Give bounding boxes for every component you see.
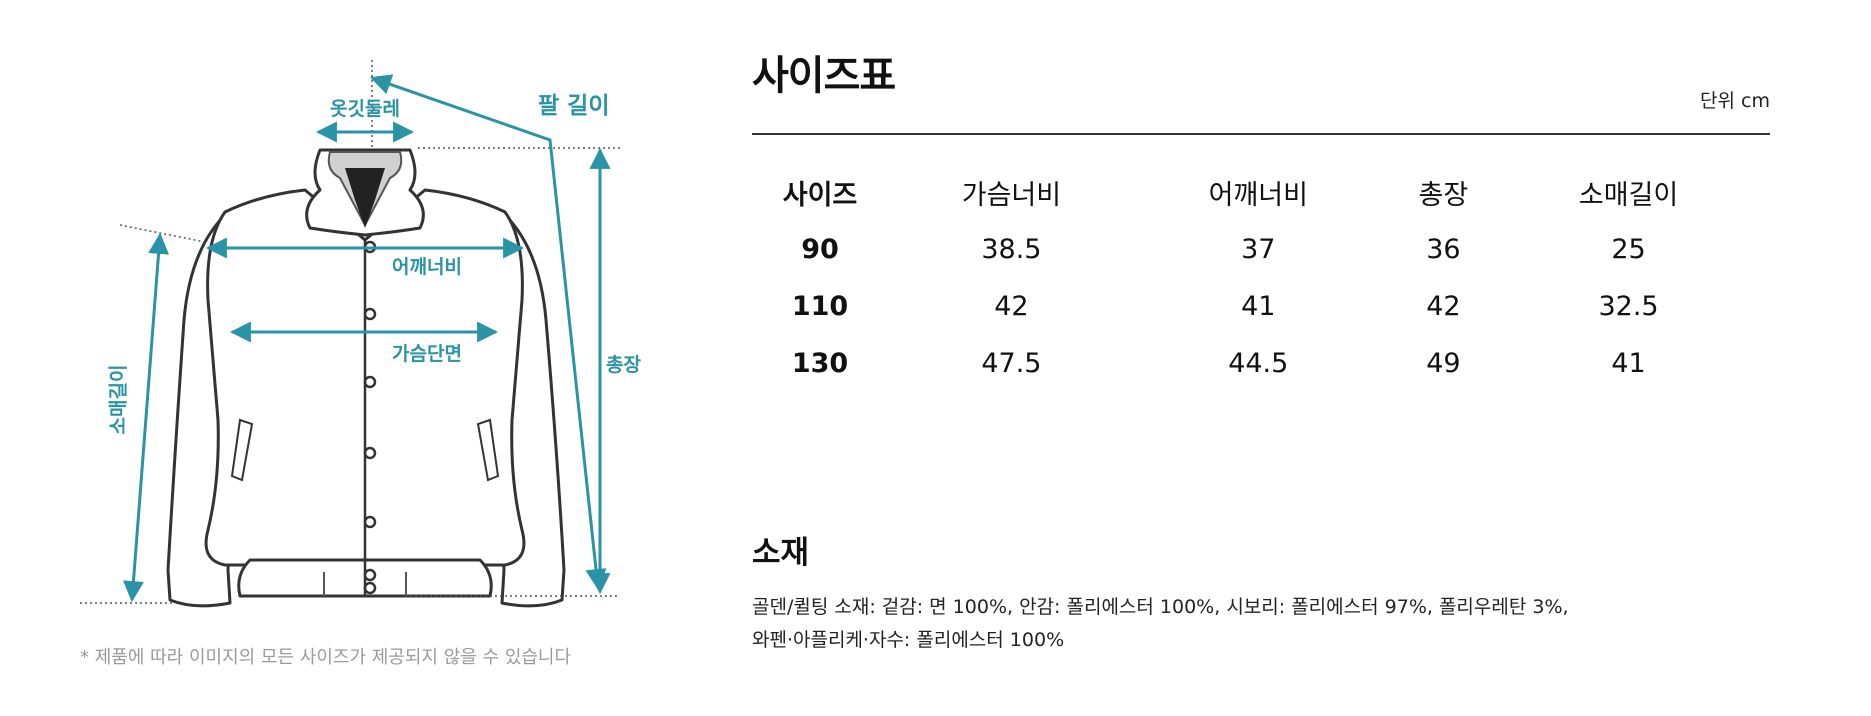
label-sleeve-length: 소매길이	[107, 364, 130, 435]
cell-total-length: 49	[1426, 348, 1461, 379]
table-header-row: 사이즈 가슴너비 어깨너비 총장 소매길이	[752, 164, 1752, 221]
cell-size: 90	[801, 234, 839, 265]
material-text: 골덴/퀼팅 소재: 겉감: 면 100%, 안감: 폴리에스터 100%, 시보…	[752, 596, 1569, 651]
table-row: 130 47.5 44.5 49 41	[752, 335, 1752, 392]
label-total-length: 총장	[606, 354, 641, 376]
jacket-illustration	[80, 60, 620, 608]
size-table: 사이즈 가슴너비 어깨너비 총장 소매길이 90 38.5 37 36 25 1…	[752, 164, 1752, 392]
header-total-length: 총장	[1418, 180, 1469, 211]
table-row: 90 38.5 37 36 25	[752, 221, 1752, 278]
cell-chest-width: 42	[994, 291, 1029, 322]
jacket-diagram: 옷깃둘레 팔 길이 어깨너비 가슴단면 총장 소매길이 * 제품에 따라 이미지…	[0, 0, 740, 716]
cell-chest-width: 38.5	[981, 234, 1042, 265]
measure-arrows	[122, 74, 611, 603]
cell-shoulder-width: 37	[1241, 234, 1276, 265]
label-arm-length: 팔 길이	[538, 93, 610, 119]
label-neck: 옷깃둘레	[330, 98, 400, 120]
size-table-title: 사이즈표	[752, 53, 896, 99]
unit-label: 단위 cm	[1700, 90, 1770, 112]
cell-sleeve-length: 32.5	[1598, 291, 1659, 322]
pocket-left	[230, 418, 254, 482]
cell-chest-width: 47.5	[981, 348, 1042, 379]
material-title: 소재	[752, 535, 810, 571]
cell-size: 110	[791, 291, 849, 322]
cell-shoulder-width: 44.5	[1228, 348, 1289, 379]
cell-sleeve-length: 25	[1611, 234, 1646, 265]
header-shoulder-width: 어깨너비	[1208, 180, 1308, 211]
cell-shoulder-width: 41	[1241, 291, 1276, 322]
table-row: 110 42 41 42 32.5	[752, 278, 1752, 335]
label-chest: 가슴단면	[392, 343, 462, 365]
diagram-note: * 제품에 따라 이미지의 모든 사이즈가 제공되지 않을 수 있습니다	[80, 647, 572, 668]
title-divider	[752, 133, 1770, 135]
cell-total-length: 42	[1426, 291, 1461, 322]
header-size: 사이즈	[782, 180, 858, 211]
cell-total-length: 36	[1426, 234, 1461, 265]
cell-size: 130	[791, 348, 849, 379]
material-section: 소재 골덴/퀼팅 소재: 겉감: 면 100%, 안감: 폴리에스터 100%,…	[752, 538, 1802, 657]
header-chest-width: 가슴너비	[961, 180, 1062, 211]
label-shoulder: 어깨너비	[392, 256, 462, 278]
size-table-section: 사이즈표 단위 cm 사이즈 가슴너비 어깨너비 총장 소매길이 90 38.5…	[752, 53, 1770, 379]
cell-sleeve-length: 41	[1611, 348, 1646, 379]
header-sleeve-length: 소매길이	[1578, 180, 1679, 211]
